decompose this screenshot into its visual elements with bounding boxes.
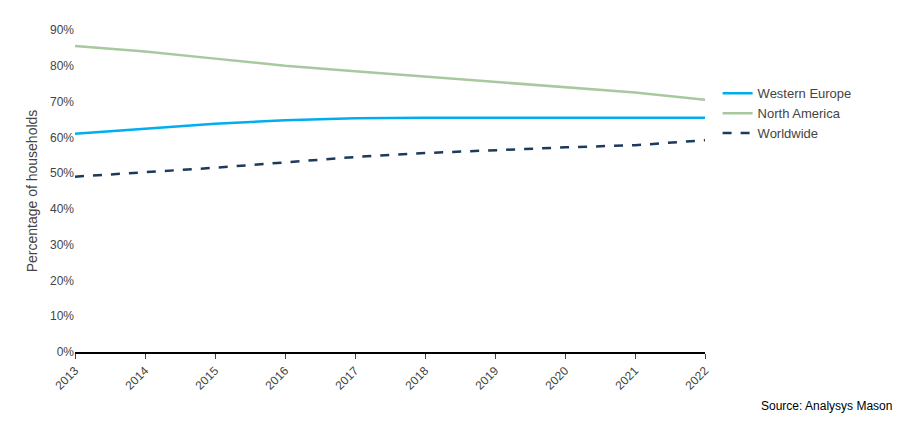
svg-text:20%: 20% [50,274,74,288]
svg-text:2021: 2021 [613,364,642,393]
svg-text:Percentage of households: Percentage of households [24,110,40,273]
svg-text:2017: 2017 [333,364,362,393]
svg-text:10%: 10% [50,309,74,323]
svg-text:90%: 90% [50,23,74,37]
svg-text:2019: 2019 [473,364,502,393]
svg-text:Worldwide: Worldwide [758,126,818,141]
svg-text:40%: 40% [50,202,74,216]
svg-text:2014: 2014 [123,364,152,393]
svg-text:70%: 70% [50,95,74,109]
svg-text:2016: 2016 [263,364,292,393]
svg-text:Source: Analysys Mason: Source: Analysys Mason [761,399,892,413]
svg-text:50%: 50% [50,166,74,180]
svg-text:North America: North America [758,106,841,121]
svg-text:60%: 60% [50,131,74,145]
svg-text:Western Europe: Western Europe [758,86,852,101]
svg-text:2013: 2013 [53,364,82,393]
svg-text:80%: 80% [50,59,74,73]
svg-text:2015: 2015 [193,364,222,393]
svg-text:2020: 2020 [543,364,572,393]
svg-text:2018: 2018 [403,364,432,393]
svg-text:0%: 0% [57,345,75,359]
svg-text:2022: 2022 [683,364,712,393]
svg-text:30%: 30% [50,238,74,252]
